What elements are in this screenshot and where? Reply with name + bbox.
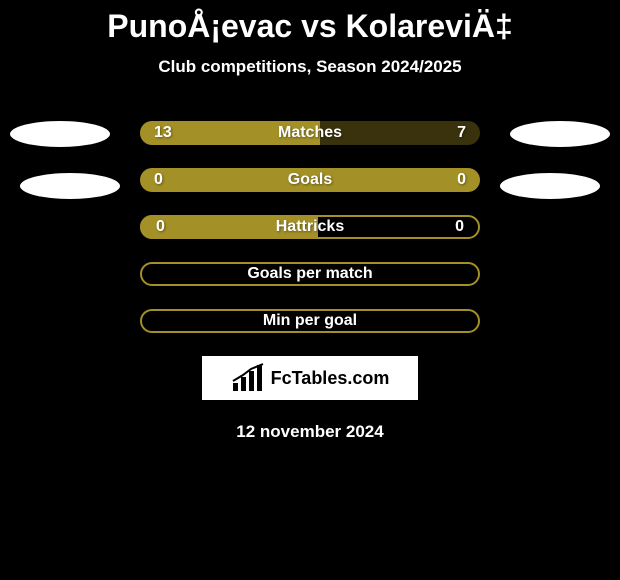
stat-value-left: 13	[154, 124, 172, 142]
stat-value-right: 0	[455, 218, 464, 236]
stat-label: Matches	[278, 124, 342, 142]
fctables-logo[interactable]: FcTables.com	[202, 356, 418, 400]
page-title: PunoÅ¡evac vs KolareviÄ‡	[0, 0, 620, 45]
stat-label: Min per goal	[263, 312, 357, 330]
stat-value-left: 0	[156, 218, 165, 236]
team-badge-right-1	[510, 121, 610, 147]
stat-bar-matches: 13 Matches 7	[140, 121, 480, 145]
main-container: PunoÅ¡evac vs KolareviÄ‡ Club competitio…	[0, 0, 620, 580]
team-badge-left-1	[10, 121, 110, 147]
stat-bar-goals-per-match: Goals per match	[140, 262, 480, 286]
date-label: 12 november 2024	[0, 422, 620, 442]
stats-section: 13 Matches 7 0 Goals 0 0 Hattricks 0 Goa…	[0, 121, 620, 333]
stat-label: Goals	[288, 171, 332, 189]
team-badge-right-2	[500, 173, 600, 199]
stat-label: Hattricks	[276, 218, 344, 236]
stat-label: Goals per match	[247, 265, 372, 283]
stat-value-right: 0	[457, 171, 466, 189]
stat-value-right: 7	[457, 124, 466, 142]
logo-text: FcTables.com	[271, 368, 390, 389]
stat-bar-hattricks: 0 Hattricks 0	[140, 215, 480, 239]
stat-value-left: 0	[154, 171, 163, 189]
stat-bar-goals: 0 Goals 0	[140, 168, 480, 192]
team-badge-left-2	[20, 173, 120, 199]
stat-bar-min-per-goal: Min per goal	[140, 309, 480, 333]
logo-chart-icon	[231, 363, 267, 393]
subtitle: Club competitions, Season 2024/2025	[0, 57, 620, 77]
